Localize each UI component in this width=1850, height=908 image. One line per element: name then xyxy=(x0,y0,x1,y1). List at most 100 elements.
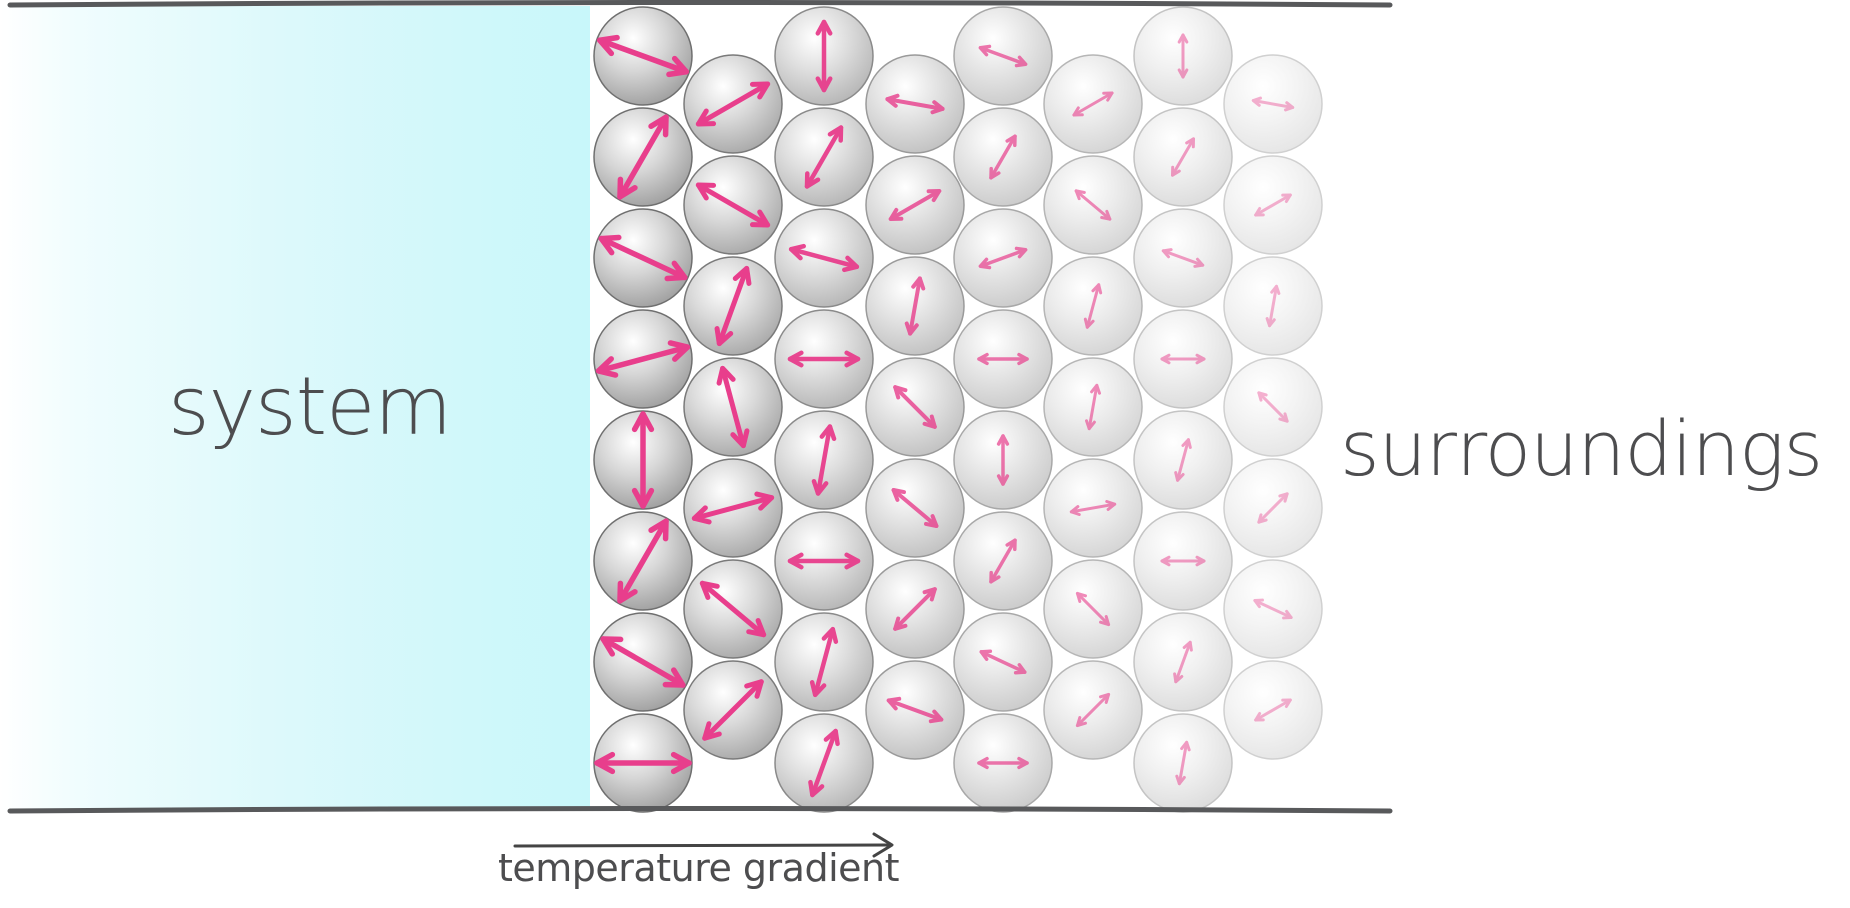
particle xyxy=(774,410,874,510)
bottom-wall xyxy=(7,806,1393,814)
vibration-arrow-icon xyxy=(1265,284,1281,328)
vibration-arrow-icon xyxy=(617,114,669,200)
particle xyxy=(865,256,965,356)
particle xyxy=(1223,357,1323,457)
top-wall xyxy=(7,0,1393,8)
vibration-arrow-icon xyxy=(977,352,1029,366)
vibration-arrow-icon xyxy=(979,649,1027,675)
particle xyxy=(593,511,693,611)
vibration-arrow-icon xyxy=(787,552,861,570)
particle xyxy=(774,612,874,712)
particle xyxy=(1133,6,1233,106)
vibration-arrow-icon xyxy=(1174,438,1192,482)
particle xyxy=(683,559,783,659)
particle xyxy=(1043,458,1143,558)
vibration-arrow-icon xyxy=(893,385,937,429)
vibration-arrow-icon xyxy=(595,340,691,378)
particle xyxy=(953,511,1053,611)
vibration-arrow-icon xyxy=(600,636,686,688)
particle xyxy=(865,357,965,457)
vibration-arrow-icon xyxy=(716,365,750,449)
particle xyxy=(865,458,965,558)
vibration-arrow-icon xyxy=(631,411,655,509)
particle xyxy=(865,660,965,760)
system-region xyxy=(0,6,590,810)
particle xyxy=(1043,559,1143,659)
vibration-arrow-icon xyxy=(904,276,926,336)
surroundings-label: surroundings xyxy=(1340,404,1823,493)
vibration-arrow-icon xyxy=(1085,383,1101,431)
vibration-arrow-icon xyxy=(617,518,669,604)
vibration-arrow-icon xyxy=(1069,500,1117,516)
particle xyxy=(1133,612,1233,712)
vibration-arrow-icon xyxy=(1173,640,1193,684)
vibration-arrow-icon xyxy=(888,189,942,221)
vibration-arrow-icon xyxy=(1254,698,1292,722)
vibration-arrow-icon xyxy=(808,728,840,798)
particle xyxy=(774,713,874,813)
particle xyxy=(593,612,693,712)
vibration-arrow-icon xyxy=(989,538,1017,584)
vibration-arrow-icon xyxy=(695,81,771,127)
vibration-arrow-icon xyxy=(809,626,839,698)
vibration-arrow-icon xyxy=(978,246,1028,270)
particle xyxy=(953,410,1053,510)
particle xyxy=(1223,54,1323,154)
vibration-arrow-icon xyxy=(1083,283,1103,329)
vibration-arrow-icon xyxy=(1253,598,1293,620)
particle xyxy=(1223,458,1323,558)
vibration-arrow-icon xyxy=(788,243,860,273)
gradient-arrow xyxy=(513,832,894,858)
vibration-arrow-icon xyxy=(1177,33,1189,79)
vibration-arrow-icon xyxy=(977,756,1029,770)
vibration-arrow-icon xyxy=(1160,555,1206,567)
vibration-arrow-icon xyxy=(885,93,945,115)
temperature-gradient-label: temperature gradient xyxy=(498,846,900,890)
vibration-arrow-icon xyxy=(714,265,752,347)
particle xyxy=(683,256,783,356)
particle xyxy=(1043,54,1143,154)
vibration-arrow-icon xyxy=(691,491,775,525)
particle xyxy=(1043,155,1143,255)
particle xyxy=(953,6,1053,106)
vibration-arrow-icon xyxy=(1254,193,1292,217)
vibration-arrow-icon xyxy=(811,424,837,496)
particle xyxy=(953,107,1053,207)
vibration-arrow-icon xyxy=(891,488,939,528)
vibration-arrow-icon xyxy=(1175,740,1191,786)
vibration-arrow-icon xyxy=(1161,248,1205,268)
particle xyxy=(683,458,783,558)
vibration-arrow-icon xyxy=(1171,137,1195,177)
vibration-arrow-icon xyxy=(978,44,1028,68)
particle xyxy=(953,309,1053,409)
vibration-arrow-icon xyxy=(598,234,688,282)
vibration-arrow-icon xyxy=(989,134,1017,180)
vibration-arrow-icon xyxy=(1160,353,1206,365)
particle xyxy=(593,410,693,510)
particle xyxy=(1043,256,1143,356)
particle xyxy=(1133,309,1233,409)
vibration-arrow-icon xyxy=(893,587,937,631)
particle xyxy=(1223,660,1323,760)
particle xyxy=(1133,107,1233,207)
particle xyxy=(593,208,693,308)
vibration-arrow-icon xyxy=(1075,591,1111,627)
particle xyxy=(1043,660,1143,760)
particle xyxy=(774,107,874,207)
particle xyxy=(1223,155,1323,255)
particle xyxy=(953,713,1053,813)
vibration-arrow-icon xyxy=(886,696,944,724)
particle xyxy=(1223,256,1323,356)
vibration-arrow-icon xyxy=(1075,692,1111,728)
vibration-arrow-icon xyxy=(804,125,844,189)
vibration-arrow-icon xyxy=(1257,391,1289,423)
particle xyxy=(774,309,874,409)
vibration-arrow-icon xyxy=(594,751,692,775)
particle xyxy=(1133,511,1233,611)
particle xyxy=(774,208,874,308)
particle xyxy=(865,54,965,154)
particle xyxy=(683,155,783,255)
particle xyxy=(774,511,874,611)
particle xyxy=(865,559,965,659)
